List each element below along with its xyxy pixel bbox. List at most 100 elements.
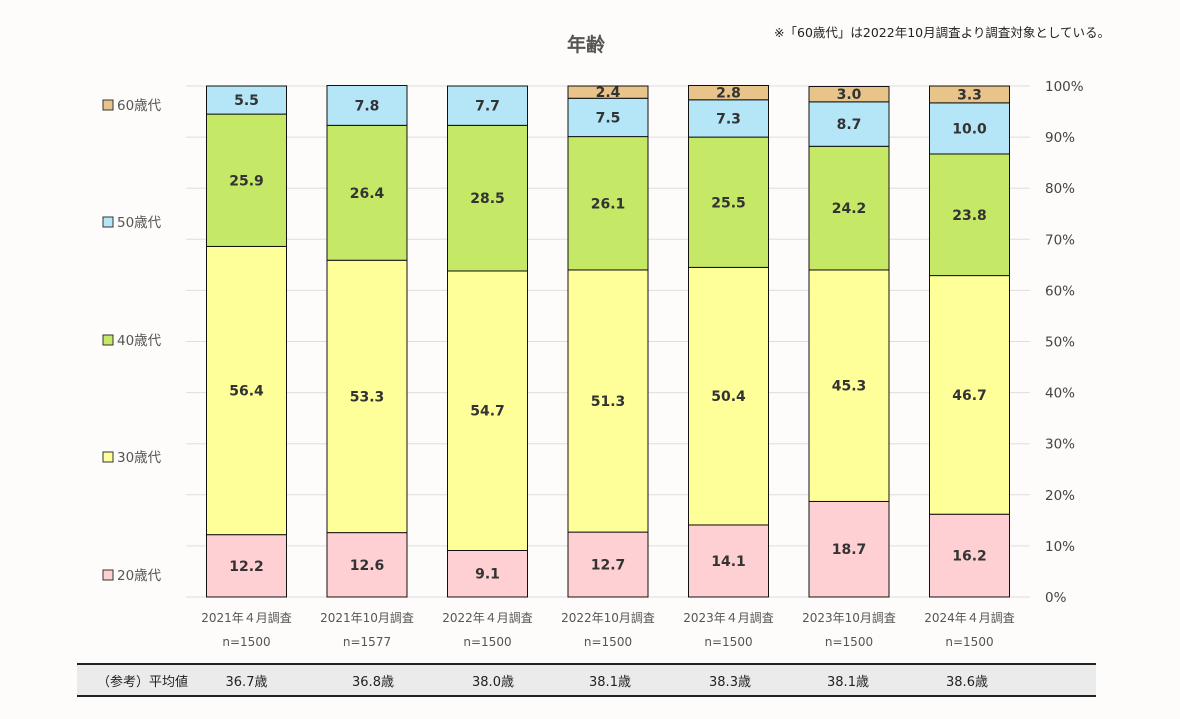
y-tick-label: 100%: [1045, 79, 1084, 95]
bar-segment: [206, 534, 287, 598]
bar-segment: [929, 275, 1010, 515]
data-label: 23.8: [952, 208, 987, 224]
bar-segment: [688, 84, 769, 101]
data-label: 25.5: [711, 195, 746, 211]
bar-segment: [688, 99, 769, 138]
data-label: 10.0: [952, 121, 987, 137]
data-label: 18.7: [832, 542, 867, 558]
legend: 60歳代 50歳代 40歳代 30歳代 20歳代: [102, 98, 162, 584]
bar-segment: [929, 513, 1010, 598]
bar-segment: [688, 524, 769, 598]
data-label: 51.3: [591, 394, 626, 410]
bar-segment: [808, 101, 890, 147]
average-value: 38.0歳: [472, 675, 514, 690]
sample-size-label: n=1500: [584, 635, 632, 649]
y-tick-label: 60%: [1045, 283, 1075, 299]
bar-segment: [206, 85, 287, 115]
data-label: 7.7: [475, 99, 500, 115]
y-tick-label: 90%: [1045, 130, 1075, 146]
bar-segment: [567, 97, 649, 138]
data-label: 7.5: [596, 110, 621, 126]
bar-segment: [206, 113, 287, 247]
footnote: ※「60歳代」は2022年10月調査より調査対象としている。: [774, 25, 1110, 40]
bar-segment: [808, 269, 890, 502]
data-label: 54.7: [470, 404, 505, 420]
sample-size-label: n=1500: [222, 635, 270, 649]
y-tick-label: 30%: [1045, 437, 1075, 453]
average-value: 36.7歳: [225, 675, 268, 690]
x-tick-label: 2023年10月調査: [802, 611, 896, 625]
data-label: 9.1: [475, 567, 500, 583]
label-layer: 12.2 56.4 25.9 5.5 12.6 53.3 26.4 7.8 9.1 54.7 28.…: [229, 85, 987, 583]
bar-segment: [567, 531, 649, 598]
legend-swatch: [102, 334, 114, 346]
x-tick-label: 2022年４月調査: [442, 611, 533, 625]
data-label: 8.7: [837, 117, 862, 133]
average-row-label: （参考）平均値: [97, 675, 189, 690]
data-label: 45.3: [832, 379, 867, 395]
bar-segment: [206, 245, 287, 536]
data-label: 16.2: [952, 549, 987, 565]
bar-segment: [808, 86, 890, 103]
sample-size-label: n=1500: [463, 635, 511, 649]
data-label: 46.7: [952, 388, 987, 404]
average-value: 36.8歳: [352, 675, 394, 690]
data-label: 3.0: [837, 87, 862, 103]
bar-segment: [688, 266, 769, 526]
data-label: 26.4: [350, 186, 385, 202]
data-label: 53.3: [350, 389, 385, 405]
bar-layer: [206, 84, 1010, 598]
bar-segment: [567, 85, 649, 99]
bar-segment: [808, 145, 890, 271]
bar-segment: [326, 124, 408, 261]
data-label: 7.8: [355, 98, 380, 114]
average-row: （参考）平均値 36.7歳 36.8歳 38.0歳 38.1歳 38.3歳 38.1歳 38…: [77, 663, 1096, 697]
data-label: 12.2: [229, 559, 264, 575]
y-axis: 0% 10% 20% 30% 40% 50% 60% 70% 80% 90% 100%: [1045, 79, 1084, 606]
bar-segment: [447, 270, 528, 551]
y-tick-label: 10%: [1045, 539, 1075, 555]
y-tick-label: 0%: [1045, 590, 1067, 606]
legend-swatch: [102, 451, 114, 463]
data-label: 12.6: [350, 558, 385, 574]
bar-segment: [326, 259, 408, 534]
data-label: 2.8: [716, 86, 741, 102]
data-label: 7.3: [716, 111, 741, 127]
y-tick-label: 20%: [1045, 488, 1075, 504]
legend-label: 60歳代: [117, 98, 162, 114]
legend-label: 30歳代: [117, 450, 162, 466]
legend-swatch: [102, 569, 114, 581]
data-label: 56.4: [229, 384, 264, 400]
data-label: 14.1: [711, 554, 746, 570]
data-label: 2.4: [596, 85, 621, 101]
legend-label: 50歳代: [117, 215, 162, 231]
bar-segment: [447, 549, 528, 598]
average-value: 38.3歳: [709, 675, 751, 690]
bar-segment: [326, 532, 408, 598]
bar-segment: [567, 269, 649, 533]
sample-size-label: n=1500: [704, 635, 752, 649]
sample-size-label: n=1577: [343, 635, 391, 649]
x-axis: 2021年４月調査 n=1500 2021年10月調査 n=1577 2022年４月調査…: [201, 611, 1015, 649]
y-tick-label: 80%: [1045, 181, 1075, 197]
legend-label: 20歳代: [117, 568, 162, 584]
stacked-bar-chart: 年齢 12.2 56.4 25.9 5.5 12.6 53.3 26.4 7.8 9.1 54.7…: [102, 33, 1084, 649]
y-tick-label: 40%: [1045, 386, 1075, 402]
data-label: 26.1: [591, 196, 626, 212]
data-label: 50.4: [711, 389, 746, 405]
bar-segment: [688, 136, 769, 268]
data-label: 3.3: [957, 87, 982, 103]
data-label: 25.9: [229, 173, 264, 189]
bar-segment: [447, 85, 528, 126]
bar-segment: [567, 136, 649, 271]
data-label: 24.2: [832, 201, 867, 217]
data-label: 5.5: [234, 93, 259, 109]
bar-segment: [808, 500, 890, 598]
chart-title: 年齢: [567, 33, 606, 56]
sample-size-label: n=1500: [945, 635, 993, 649]
data-label: 12.7: [591, 558, 626, 574]
bar-segment: [326, 84, 408, 126]
legend-label: 40歳代: [117, 333, 162, 349]
average-value: 38.6歳: [946, 675, 988, 690]
